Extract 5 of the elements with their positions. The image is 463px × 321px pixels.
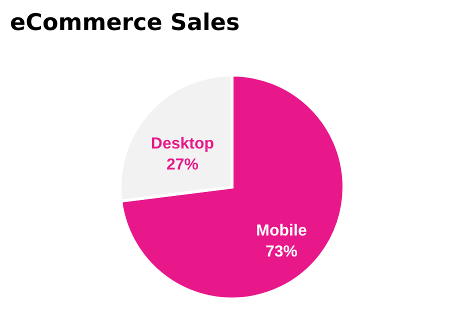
slice-label: Desktop [150,135,214,152]
chart-title: eCommerce Sales [10,10,240,36]
data-label: 27% [166,156,199,174]
slice-label: Mobile [256,222,307,240]
data-label: 73% [265,244,298,261]
